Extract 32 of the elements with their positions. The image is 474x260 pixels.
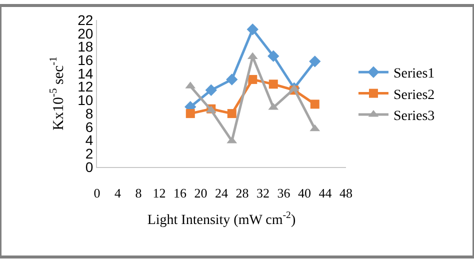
x-tick-label: 32 (256, 186, 270, 201)
y-tick-label: 4 (85, 132, 94, 148)
x-tick-label: 28 (236, 186, 249, 201)
x-tick-label: 48 (340, 186, 352, 201)
point (186, 109, 195, 118)
point (227, 109, 236, 118)
x-tick-label: 4 (114, 186, 122, 201)
y-tick-label: 14 (78, 65, 94, 82)
x-tick-label: 44 (318, 186, 332, 201)
point (246, 24, 258, 36)
legend-label: Series2 (393, 88, 435, 103)
point (205, 84, 217, 96)
y-tick-label: 12 (78, 78, 94, 95)
x-axis-title: Light Intensity (mW cm$^{-2}$) (147, 210, 296, 228)
x-tick-label: 8 (135, 186, 142, 201)
y-tick-label: 20 (78, 25, 94, 42)
x-tick-label: 24 (215, 186, 228, 201)
point (226, 74, 238, 86)
x-tick-label: 20 (194, 186, 208, 201)
point (309, 56, 321, 68)
x-tick-label: 40 (298, 186, 311, 201)
x-tick-label: 16 (174, 186, 187, 201)
x-tick-label: 12 (152, 186, 166, 201)
point (268, 50, 280, 62)
point (248, 74, 258, 84)
x-tick-label: 36 (277, 186, 291, 201)
y-tick-label: 22 (78, 12, 94, 28)
point (268, 80, 278, 89)
legend-label: Series1 (393, 66, 435, 82)
point (310, 100, 320, 109)
y-tick-label: 6 (85, 118, 94, 135)
legend-label: Series3 (393, 108, 435, 124)
